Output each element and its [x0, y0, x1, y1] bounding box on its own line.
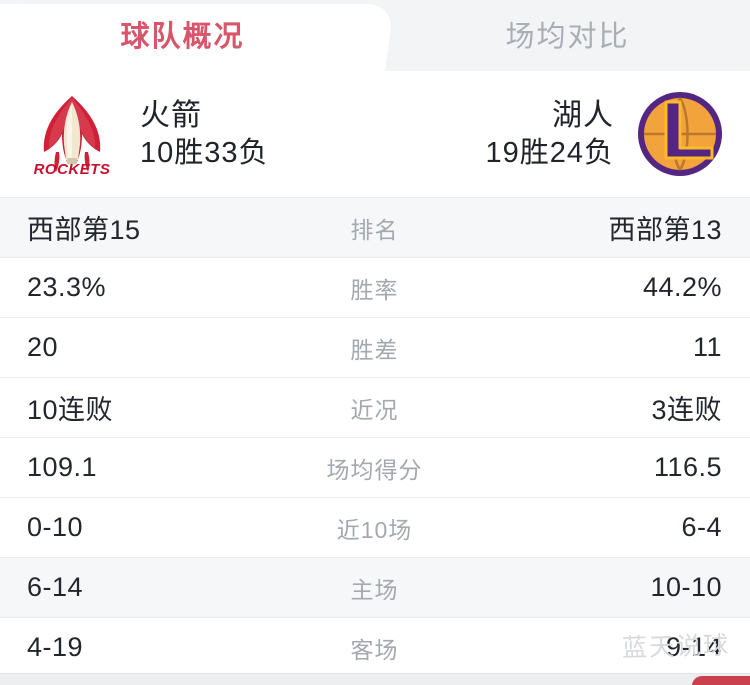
home-value: 20	[27, 332, 59, 362]
away-value: 西部第13	[608, 215, 722, 245]
away-value: 9-14	[665, 632, 722, 662]
bottom-strip	[0, 673, 750, 685]
bottom-accent-shape	[692, 676, 750, 685]
table-row: 西部第15 排名 西部第13	[0, 197, 750, 257]
table-row: 109.1 场均得分 116.5	[0, 437, 750, 497]
stat-label: 主场	[350, 576, 399, 603]
tab-bar: 球队概况 场均对比	[0, 0, 750, 71]
table-row: 6-14 主场 10-10	[0, 557, 750, 617]
stat-label: 场均得分	[326, 456, 423, 483]
stats-table: 西部第15 排名 西部第13 23.3% 胜率 44.2% 20 胜差 11 1…	[0, 197, 750, 677]
stat-label: 排名	[350, 216, 399, 243]
table-row: 23.3% 胜率 44.2%	[0, 257, 750, 317]
stat-label: 客场	[350, 636, 399, 663]
home-team-name: 火箭	[140, 98, 202, 132]
home-value: 23.3%	[27, 272, 107, 302]
home-team-text: 火箭 10胜33负	[140, 97, 269, 171]
stat-label: 胜差	[350, 336, 399, 363]
svg-text:ROCKETS: ROCKETS	[34, 161, 111, 178]
home-value: 西部第15	[27, 215, 141, 245]
stat-label: 胜率	[350, 276, 399, 303]
away-team-text: 湖人 19胜24负	[485, 97, 614, 171]
active-tab-fill	[0, 4, 200, 71]
away-team-name: 湖人	[552, 98, 614, 132]
away-team-block: 湖人 19胜24负	[376, 86, 750, 182]
away-value: 116.5	[653, 452, 722, 482]
home-value: 109.1	[27, 452, 98, 482]
table-row: 10连败 近况 3连败	[0, 377, 750, 437]
stat-label: 近10场	[336, 516, 413, 543]
stat-label: 近况	[350, 396, 399, 423]
lakers-logo-icon	[632, 86, 728, 182]
home-value: 6-14	[27, 572, 84, 602]
away-value: 3连败	[651, 395, 722, 425]
away-value: 6-4	[681, 512, 722, 542]
tab-team-overview[interactable]: 球队概况	[120, 21, 245, 53]
rockets-logo-icon: ROCKETS	[24, 86, 120, 182]
home-value: 10连败	[27, 395, 114, 425]
table-row: 4-19 客场 9-14	[0, 617, 750, 677]
home-value: 0-10	[27, 512, 84, 542]
home-team-record: 10胜33负	[140, 136, 269, 169]
away-team-record: 19胜24负	[485, 136, 614, 169]
home-team-block: ROCKETS 火箭 10胜33负	[0, 86, 376, 182]
home-value: 4-19	[27, 632, 84, 662]
tab-per-game-comparison[interactable]: 场均对比	[505, 21, 630, 53]
away-value: 11	[692, 332, 722, 362]
away-value: 10-10	[650, 572, 722, 602]
table-row: 0-10 近10场 6-4	[0, 497, 750, 557]
table-row: 20 胜差 11	[0, 317, 750, 377]
team-header: ROCKETS 火箭 10胜33负 湖人 19胜24负	[0, 71, 750, 197]
away-value: 44.2%	[642, 272, 722, 302]
